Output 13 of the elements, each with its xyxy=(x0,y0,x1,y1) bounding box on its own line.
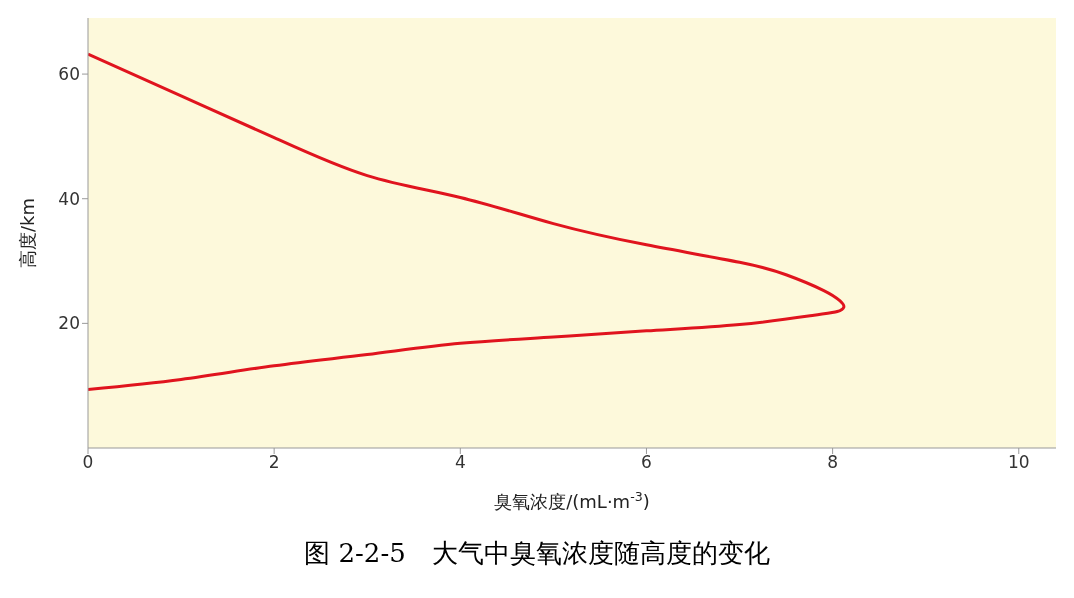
line-series xyxy=(88,52,846,391)
x-tick-label: 8 xyxy=(827,452,839,473)
x-tick-label: 0 xyxy=(82,452,94,473)
x-tick-label: 6 xyxy=(641,452,652,473)
y-axis-title: 高度/km xyxy=(17,197,39,269)
y-tick-label: 20 xyxy=(58,313,80,334)
x-tick-label: 4 xyxy=(454,452,466,473)
text: 图 2-2-5 大气中臭氧浓度随高度的变化 xyxy=(303,537,771,570)
x-tick-label: 2 xyxy=(268,452,280,473)
x-tick-label: 10 xyxy=(1007,452,1030,473)
y-tick-label: 60 xyxy=(58,64,80,85)
y-tick-label: 40 xyxy=(58,188,80,209)
x-axis-title: 臭氧浓度/(mL·m$^{-3}$) xyxy=(494,488,650,512)
